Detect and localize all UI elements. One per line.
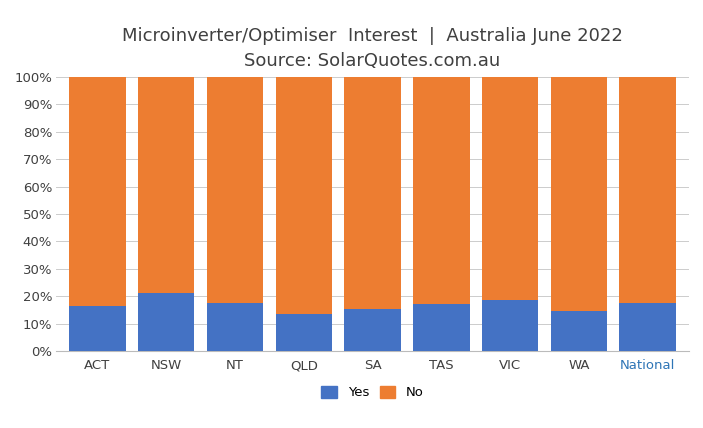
Bar [619,303,676,351]
Bar [550,311,607,351]
Legend: Yes, No: Yes, No [316,380,429,404]
Bar [138,77,195,294]
Bar [276,314,332,351]
Bar [70,306,126,351]
Title: Microinverter/Optimiser  Interest  |  Australia June 2022
Source: SolarQuotes.co: Microinverter/Optimiser Interest | Austr… [122,27,623,70]
Bar [344,309,401,351]
Bar [207,77,263,303]
Bar [413,304,470,351]
Bar [70,77,126,306]
Bar [344,77,401,309]
Bar [207,303,263,351]
Bar [276,77,332,314]
Bar [482,300,538,351]
Bar [482,77,538,300]
Bar [550,77,607,311]
Bar [413,77,470,304]
Bar [619,77,676,303]
Bar [138,294,195,351]
